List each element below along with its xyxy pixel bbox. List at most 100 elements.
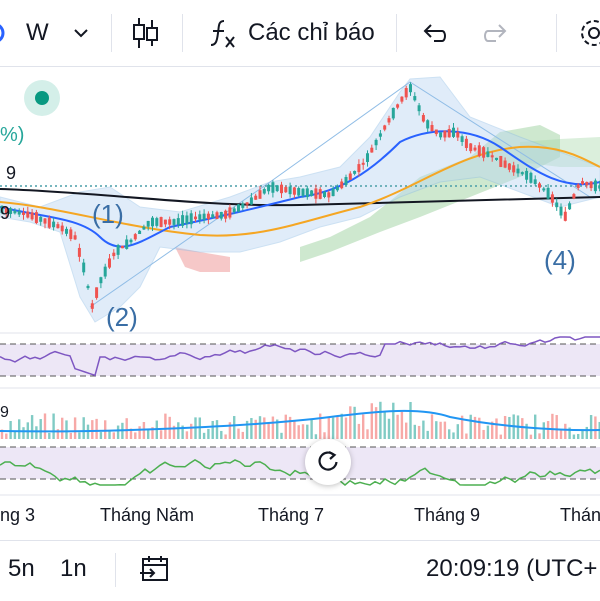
candle-body	[104, 267, 107, 277]
timeframe-1n[interactable]: 1n	[60, 555, 87, 583]
volume-bar	[470, 415, 472, 439]
volume-bar	[78, 432, 80, 439]
candle-body	[448, 129, 451, 137]
volume-bar	[590, 415, 592, 439]
volume-bar	[22, 427, 24, 439]
volume-scale-label: 9	[0, 404, 9, 421]
volume-bar	[353, 407, 355, 439]
candle-body	[18, 211, 21, 214]
volume-bar	[298, 425, 300, 439]
volume-bar	[508, 417, 510, 439]
candle-body	[560, 207, 563, 216]
volume-bar	[457, 424, 459, 439]
volume-bar	[414, 425, 416, 439]
volume-bar	[207, 429, 209, 439]
candle-body	[534, 179, 537, 184]
candle-body	[160, 217, 163, 227]
settings-button[interactable]	[577, 0, 600, 66]
undo-button[interactable]	[420, 0, 448, 66]
candle-body	[538, 183, 541, 187]
toolbar-divider	[111, 14, 112, 52]
volume-bar	[31, 415, 33, 439]
redo-button[interactable]	[482, 0, 510, 66]
candle-body	[452, 128, 455, 137]
chart-canvas[interactable]: (1) (2) (4) %) 9 9 9 ng 3 Tháng Năm Thán…	[0, 67, 600, 537]
candle-body	[69, 229, 72, 239]
interval-dropdown[interactable]	[72, 0, 90, 66]
candle-body	[91, 303, 94, 309]
interval-button[interactable]: W	[26, 0, 49, 66]
toolbar-divider	[182, 14, 183, 52]
candle-body	[529, 173, 532, 183]
candle-body	[418, 105, 421, 111]
x-axis-label: Thán	[560, 505, 600, 525]
redo-icon	[482, 21, 510, 45]
volume-bar	[371, 403, 373, 439]
candle-body	[82, 263, 85, 273]
clock-timezone[interactable]: 20:09:19 (UTC+	[426, 555, 597, 583]
candle-body	[65, 229, 68, 234]
volume-bar	[427, 431, 429, 439]
top-toolbar: W Các chỉ báo	[0, 0, 600, 67]
volume-bar	[203, 433, 205, 439]
candle-body	[357, 164, 360, 172]
volume-bar	[538, 433, 540, 439]
volume-bar	[551, 414, 553, 439]
candle-body	[332, 189, 335, 197]
volume-bar	[83, 417, 85, 439]
goto-date-button[interactable]	[140, 555, 170, 588]
candle-body	[289, 187, 292, 195]
symbol-fragment[interactable]	[0, 0, 8, 66]
volume-bar	[495, 418, 497, 439]
candle-body	[26, 212, 29, 218]
candle-body	[564, 212, 567, 221]
candle-body	[517, 169, 520, 174]
left-label-price-b: 9	[0, 203, 10, 223]
candle-body	[439, 132, 442, 137]
volume-bar	[113, 432, 115, 439]
candle-body	[13, 211, 16, 214]
candle-body	[568, 203, 571, 209]
candle-body	[224, 211, 227, 219]
volume-bar	[100, 432, 102, 439]
volume-bar	[500, 435, 502, 439]
market-status-dot[interactable]	[35, 91, 49, 105]
volume-bar	[272, 417, 274, 439]
volume-bar	[543, 422, 545, 439]
volume-bar	[263, 417, 265, 439]
volume-bar	[259, 416, 261, 439]
chevron-down-icon	[72, 24, 90, 42]
candle-body	[482, 147, 485, 158]
candles-icon	[130, 16, 160, 50]
volume-bar	[74, 417, 76, 439]
candle-body	[577, 184, 580, 188]
volume-bar	[108, 431, 110, 439]
candle-body	[388, 118, 391, 122]
volume-bar	[186, 431, 188, 439]
candle-body	[499, 156, 502, 167]
candle-body	[117, 245, 120, 255]
candle-body	[392, 108, 395, 118]
volume-bar	[366, 429, 368, 439]
candle-body	[469, 143, 472, 151]
stoch-band	[0, 447, 600, 479]
volume-bar	[482, 430, 484, 439]
candle-body	[216, 212, 219, 219]
candle-body	[267, 185, 270, 191]
volume-bar	[35, 426, 37, 439]
chart-type-button[interactable]	[130, 0, 160, 66]
timeframe-5n[interactable]: 5n	[8, 555, 35, 583]
volume-bar	[177, 422, 179, 439]
x-axis-label: Tháng Năm	[100, 505, 194, 525]
candle-body	[276, 185, 279, 191]
candle-body	[134, 234, 137, 239]
volume-bar	[117, 426, 119, 439]
volume-bar	[61, 418, 63, 439]
indicators-button[interactable]: Các chỉ báo	[208, 0, 375, 66]
candle-body	[310, 190, 313, 195]
volume-bar	[560, 430, 562, 439]
candle-body	[293, 187, 296, 194]
reset-chart-button[interactable]	[305, 439, 351, 485]
volume-bar	[147, 430, 149, 439]
volume-bar	[315, 434, 317, 439]
